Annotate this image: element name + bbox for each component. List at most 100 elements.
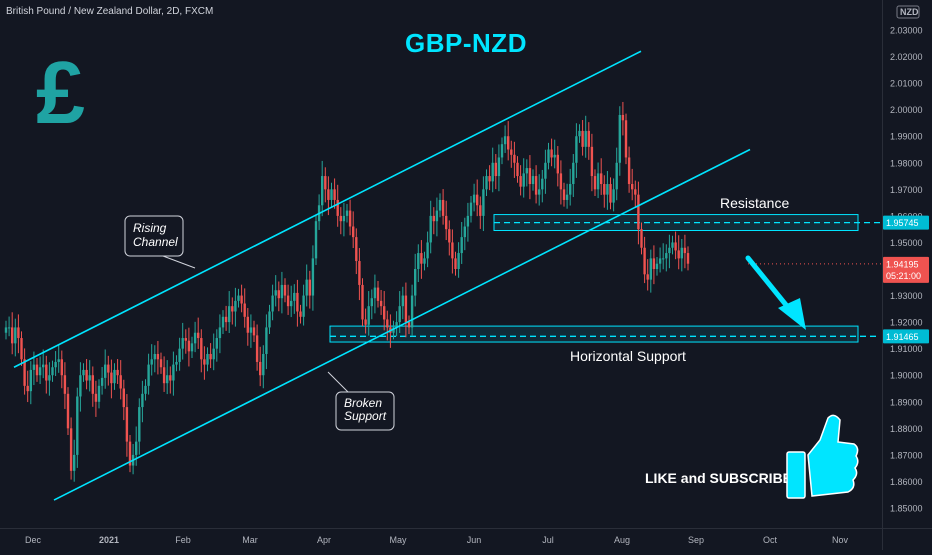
candle-body — [135, 441, 138, 455]
pound-logo: £ — [36, 43, 85, 142]
candle-body — [104, 364, 107, 378]
time-tick-label: May — [389, 535, 407, 545]
candle-body — [42, 364, 45, 368]
candle-body — [652, 258, 656, 269]
candle-body — [212, 348, 215, 360]
broken-support-text: Broken — [344, 396, 382, 410]
candle-body — [367, 306, 370, 325]
candle-body — [575, 136, 578, 163]
candle-body — [426, 242, 429, 259]
support-price-tag-bg — [883, 329, 929, 344]
candle-body — [429, 215, 432, 243]
candle-body — [94, 393, 98, 402]
candle-body — [603, 184, 606, 195]
candle-body — [463, 226, 466, 238]
candle-body — [206, 353, 209, 365]
candle-body — [553, 154, 556, 158]
candle-body — [237, 295, 240, 301]
candle-body — [358, 261, 361, 285]
candle-body — [97, 385, 101, 402]
candle-body — [330, 189, 333, 200]
time-tick-label: Jun — [467, 535, 482, 545]
candle-body — [218, 327, 222, 339]
candle-body — [200, 338, 203, 360]
support-price-tag: 1.91465 — [883, 329, 929, 344]
candle-body — [240, 295, 243, 304]
candle-body — [646, 274, 649, 280]
candle-body — [23, 359, 26, 386]
candle-body — [587, 130, 590, 147]
candle-body — [259, 361, 262, 376]
candle-body — [364, 319, 367, 325]
time-tick-label: Nov — [832, 535, 849, 545]
price-tick-label: 1.89000 — [890, 397, 923, 407]
price-tick-label: 1.98000 — [890, 158, 923, 168]
candle-body — [122, 388, 125, 408]
price-tick-label: 1.91000 — [890, 344, 923, 354]
candle-body — [507, 136, 510, 150]
candle-body — [197, 332, 200, 339]
candle-body — [26, 385, 29, 392]
candle-body — [333, 189, 336, 200]
candle-body — [438, 199, 442, 211]
price-tick-label: 2.01000 — [890, 79, 923, 89]
candle-body — [336, 199, 339, 216]
candle-body — [658, 258, 662, 264]
time-tick-label: Oct — [763, 535, 778, 545]
support-price-tag-text: 1.91465 — [886, 332, 919, 342]
candle-body — [342, 215, 346, 222]
candle-body — [314, 221, 318, 259]
candle-body — [510, 149, 513, 155]
time-tick-label: 2021 — [99, 535, 119, 545]
candle-body — [203, 359, 206, 365]
price-tick-label: 1.87000 — [890, 450, 923, 460]
candle-body — [460, 237, 463, 254]
candle-body — [234, 300, 237, 312]
candle-body — [488, 176, 491, 182]
candle-body — [420, 253, 423, 264]
candle-body — [305, 279, 308, 296]
candle-body — [618, 114, 621, 163]
candle-body — [435, 210, 439, 222]
candle-body — [451, 242, 454, 259]
pound-icon: £ — [36, 43, 85, 142]
candle-body — [528, 168, 532, 185]
candle-body — [153, 353, 156, 360]
candle-body — [569, 184, 572, 195]
candle-body — [51, 367, 54, 376]
candle-body — [497, 157, 501, 177]
candle-body — [29, 369, 32, 392]
rising-channel-callout-text: Rising — [133, 221, 167, 235]
candle-body — [522, 173, 525, 187]
candle-body — [655, 263, 659, 269]
candle-body — [621, 114, 625, 121]
candle-body — [448, 229, 451, 243]
candle-body — [339, 215, 342, 222]
candle-body — [386, 319, 389, 328]
candle-body — [107, 364, 110, 373]
candle-body — [534, 176, 538, 195]
candle-body — [283, 284, 287, 296]
candle-body — [516, 162, 519, 177]
symbol-header: British Pound / New Zealand Dollar, 2D, … — [6, 6, 214, 17]
time-tick-label: Apr — [317, 535, 331, 545]
candle-body — [181, 338, 184, 349]
price-tick-label: 2.00000 — [890, 105, 923, 115]
candle-body — [17, 327, 20, 339]
candle-body — [110, 372, 113, 384]
candle-body — [280, 284, 284, 299]
candle-body — [76, 396, 79, 455]
countdown-text: 05:21:00 — [886, 271, 921, 281]
candle-body — [141, 393, 144, 408]
candle-body — [116, 369, 119, 376]
candle-body — [172, 364, 175, 381]
candle-body — [35, 364, 39, 376]
candle-body — [321, 176, 324, 206]
candle-body — [193, 332, 197, 344]
candle-body — [525, 168, 528, 174]
candle-body — [476, 194, 479, 206]
